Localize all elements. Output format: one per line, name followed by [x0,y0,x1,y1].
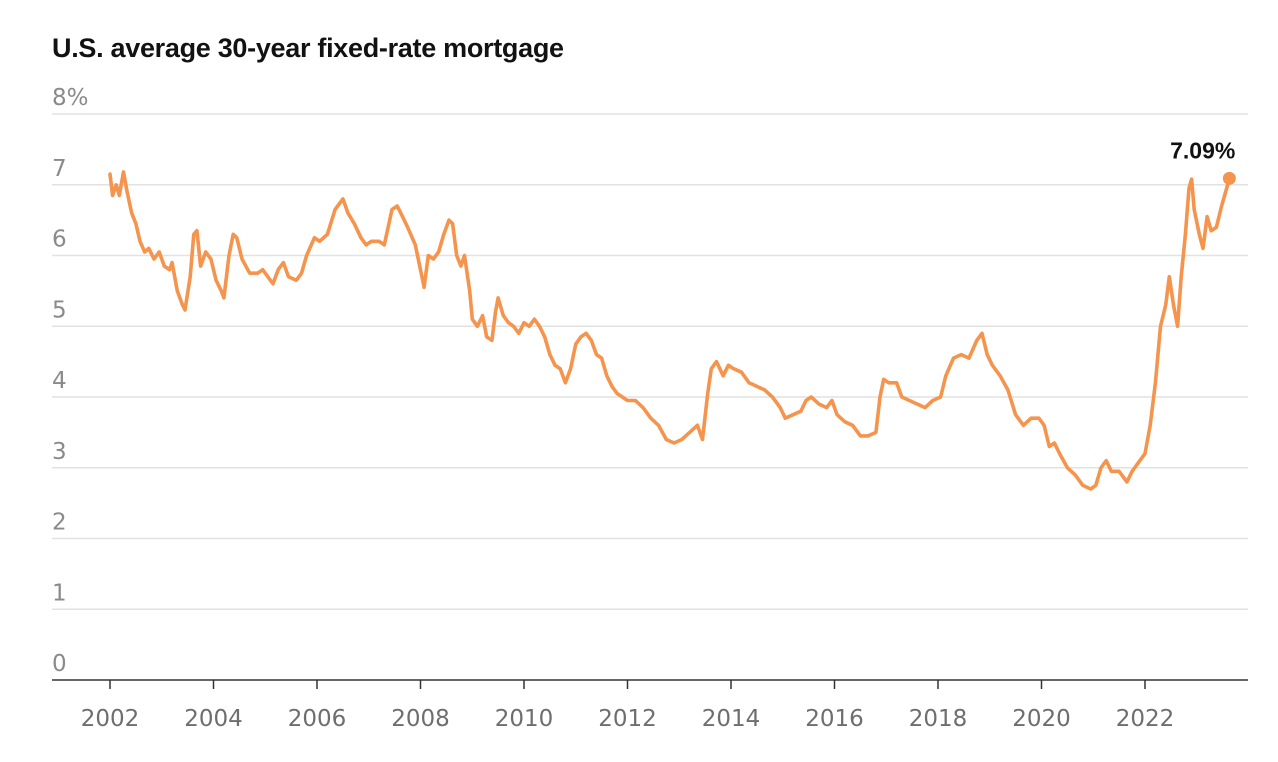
grid-lines [52,113,1248,610]
y-tick-label-3: 3 [52,439,67,465]
x-tick-label-2010: 2010 [495,706,554,732]
x-tick-label-2022: 2022 [1116,706,1175,732]
x-tick-label-2016: 2016 [805,706,864,732]
x-axis: 2002 2004 2006 2008 2010 2012 2014 2016 2018 2020… [52,679,1248,732]
y-tick-label-0: 0 [52,651,67,677]
annotation-layer: 7.09% [1170,137,1236,185]
x-tick-label-2020: 2020 [1012,706,1071,732]
y-tick-label-5: 5 [52,297,67,323]
y-axis-tick-labels: 0 1 2 3 4 5 6 7 8% [52,85,89,677]
y-tick-label-7: 7 [52,156,67,182]
x-tick-label-2018: 2018 [909,706,968,732]
endpoint-value-label-0: 7.09% [1170,137,1235,163]
x-tick-label-2006: 2006 [288,706,347,732]
x-tick-label-2008: 2008 [391,706,450,732]
y-tick-label-6: 6 [52,227,67,253]
x-tick-label-2014: 2014 [702,706,761,732]
x-tick-label-2012: 2012 [598,706,657,732]
y-tick-label-4: 4 [52,368,67,394]
series-line-0 [108,170,1232,491]
chart-title: U.S. average 30-year fixed-rate mortgage [52,33,564,63]
endpoint-marker-0 [1222,171,1236,185]
y-tick-label-1: 1 [52,580,67,606]
x-tick-label-2002: 2002 [81,706,140,732]
series-layer [108,170,1232,491]
x-tick-label-2004: 2004 [184,706,243,732]
y-tick-label-2: 2 [52,510,67,536]
y-tick-label-8: 8% [52,85,89,111]
